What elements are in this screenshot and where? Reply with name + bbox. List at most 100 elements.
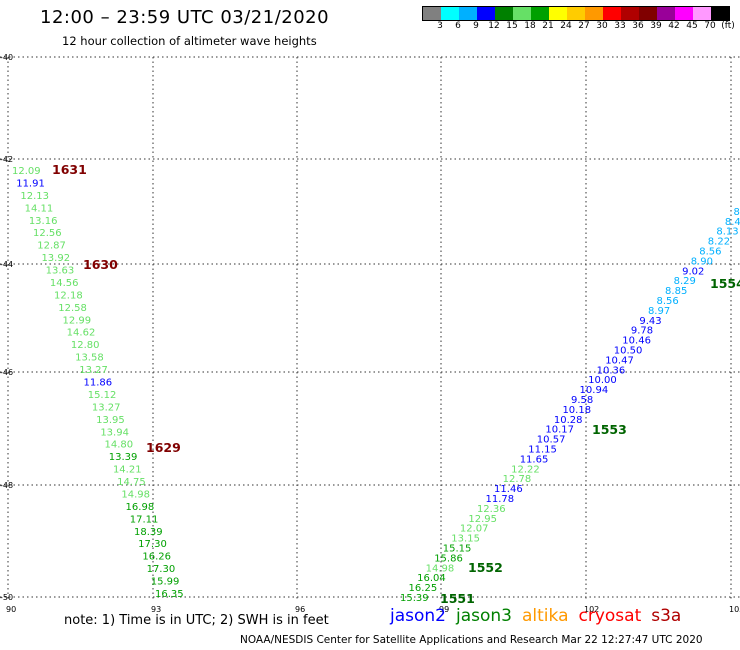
color-swatch <box>423 7 441 20</box>
wave-height-value: 13.94 <box>100 427 129 438</box>
wave-height-value: 15.12 <box>88 390 117 401</box>
color-swatch <box>441 7 459 20</box>
satellite-legend-cryosat: cryosat <box>578 606 642 626</box>
wave-height-value: 11.46 <box>494 484 523 495</box>
wave-height-value: 15.99 <box>151 577 180 588</box>
wave-height-value: 8.97 <box>648 306 670 317</box>
color-swatch <box>621 7 639 20</box>
lat-lon-grid <box>0 56 740 600</box>
latitude-label: -50 <box>0 593 13 602</box>
wave-height-value: 15.39 <box>400 593 429 604</box>
wave-height-value: 10.00 <box>588 375 617 386</box>
color-swatch <box>459 7 477 20</box>
color-scale-label: 6 <box>455 21 461 31</box>
wave-height-value: 14.98 <box>121 489 150 500</box>
pass-time-label: 1553 <box>592 422 627 437</box>
color-scale-label: 30 <box>596 21 608 31</box>
color-swatch <box>513 7 531 20</box>
wave-height-value: 16.04 <box>417 573 446 584</box>
wave-height-value: 17.30 <box>147 564 176 575</box>
color-scale-label: 18 <box>524 21 536 31</box>
wave-height-value: 12.09 <box>12 166 41 177</box>
wave-height-value: 8.56 <box>657 296 679 307</box>
wave-height-value: 12.13 <box>20 191 49 202</box>
color-scale-labels: 3 6 9 12 15 18 21 24 27 30 33 36 39 42 45 70 (ft) <box>422 21 740 33</box>
wave-height-value: 13.16 <box>29 216 58 227</box>
wave-height-value: 16.35 <box>155 589 184 600</box>
latitude-label: -40 <box>0 53 13 62</box>
wave-height-value: 9.58 <box>571 395 593 406</box>
color-scale-bar <box>422 6 730 21</box>
wave-height-value: 12.78 <box>503 474 532 485</box>
wave-height-value: 10.18 <box>562 405 591 416</box>
pass-time-label: 1630 <box>83 257 118 272</box>
wave-height-value: 15.86 <box>434 553 463 564</box>
satellite-legend-jason2: jason2 <box>390 606 446 626</box>
wave-height-value: 8.49 <box>725 217 740 228</box>
satellite-legend-altika: altika <box>522 606 569 626</box>
color-swatch <box>675 7 693 20</box>
wave-height-value: 12.36 <box>477 504 506 515</box>
wave-height-value: 12.58 <box>58 303 87 314</box>
color-swatch <box>549 7 567 20</box>
wave-height-value: 12.56 <box>33 228 62 239</box>
wave-height-value: 13.95 <box>96 415 125 426</box>
wave-height-value: 11.86 <box>84 378 113 389</box>
wave-height-value: 10.46 <box>622 336 651 347</box>
color-scale-label: 45 <box>686 21 698 31</box>
color-swatch <box>495 7 513 20</box>
wave-height-value: 10.28 <box>554 415 583 426</box>
color-scale-label: (ft) <box>721 21 735 31</box>
page-title: 12:00 – 23:59 UTC 03/21/2020 <box>40 7 330 28</box>
wave-height-value: 13.27 <box>79 365 108 376</box>
wave-height-value: 13.63 <box>46 266 75 277</box>
wave-height-value: 10.17 <box>545 425 574 436</box>
wave-height-value: 16.25 <box>409 583 438 594</box>
latitude-label: -46 <box>0 368 13 377</box>
color-scale-label: 33 <box>614 21 626 31</box>
color-scale-label: 27 <box>578 21 590 31</box>
wave-height-value: 12.07 <box>460 524 489 535</box>
color-scale-label: 3 <box>437 21 443 31</box>
longitude-label: 90 <box>6 605 16 614</box>
color-scale-label: 12 <box>488 21 500 31</box>
wave-height-value: 10.50 <box>614 346 643 357</box>
color-swatch <box>657 7 675 20</box>
wave-height-value: 14.75 <box>117 477 146 488</box>
wave-height-value: 12.87 <box>37 241 66 252</box>
wave-height-value: 14.11 <box>25 203 54 214</box>
wave-height-value: 14.62 <box>67 328 96 339</box>
wave-height-value: 10.94 <box>580 385 609 396</box>
wave-height-value: 9.02 <box>682 266 704 277</box>
longitude-label: 96 <box>295 605 305 614</box>
wave-height-value: 14.80 <box>105 440 134 451</box>
color-scale-label: 15 <box>506 21 518 31</box>
color-swatch <box>711 7 729 20</box>
wave-height-value: 8.56 <box>699 247 721 258</box>
wave-height-value: 13.27 <box>92 402 121 413</box>
wave-height-value: 13.15 <box>451 534 480 545</box>
color-scale-label: 21 <box>542 21 554 31</box>
wave-height-value: 11.65 <box>520 454 549 465</box>
latitude-label: -48 <box>0 481 13 490</box>
wave-height-value: 18.39 <box>134 527 163 538</box>
wave-height-value: 11.15 <box>528 445 557 456</box>
units-note: note: 1) Time is in UTC; 2) SWH is in fe… <box>64 613 329 628</box>
color-swatch <box>585 7 603 20</box>
wave-height-value: 17.30 <box>138 539 167 550</box>
wave-height-value: 14.98 <box>426 563 455 574</box>
wave-height-value: 10.36 <box>597 365 626 376</box>
wave-height-value: 13.92 <box>41 253 70 264</box>
wave-height-value: 9.43 <box>639 316 661 327</box>
color-scale-label: 9 <box>473 21 479 31</box>
wave-height-value: 8.90 <box>691 256 713 267</box>
pass-time-label: 1631 <box>52 162 87 177</box>
wave-height-value: 13.39 <box>109 452 138 463</box>
wave-height-value: 13.58 <box>75 353 104 364</box>
wave-height-value: 10.47 <box>605 355 634 366</box>
wave-height-value: 9.78 <box>631 326 653 337</box>
wave-height-value: 14.56 <box>50 278 79 289</box>
pass-time-label: 1629 <box>146 440 181 455</box>
color-scale-label: 39 <box>650 21 662 31</box>
